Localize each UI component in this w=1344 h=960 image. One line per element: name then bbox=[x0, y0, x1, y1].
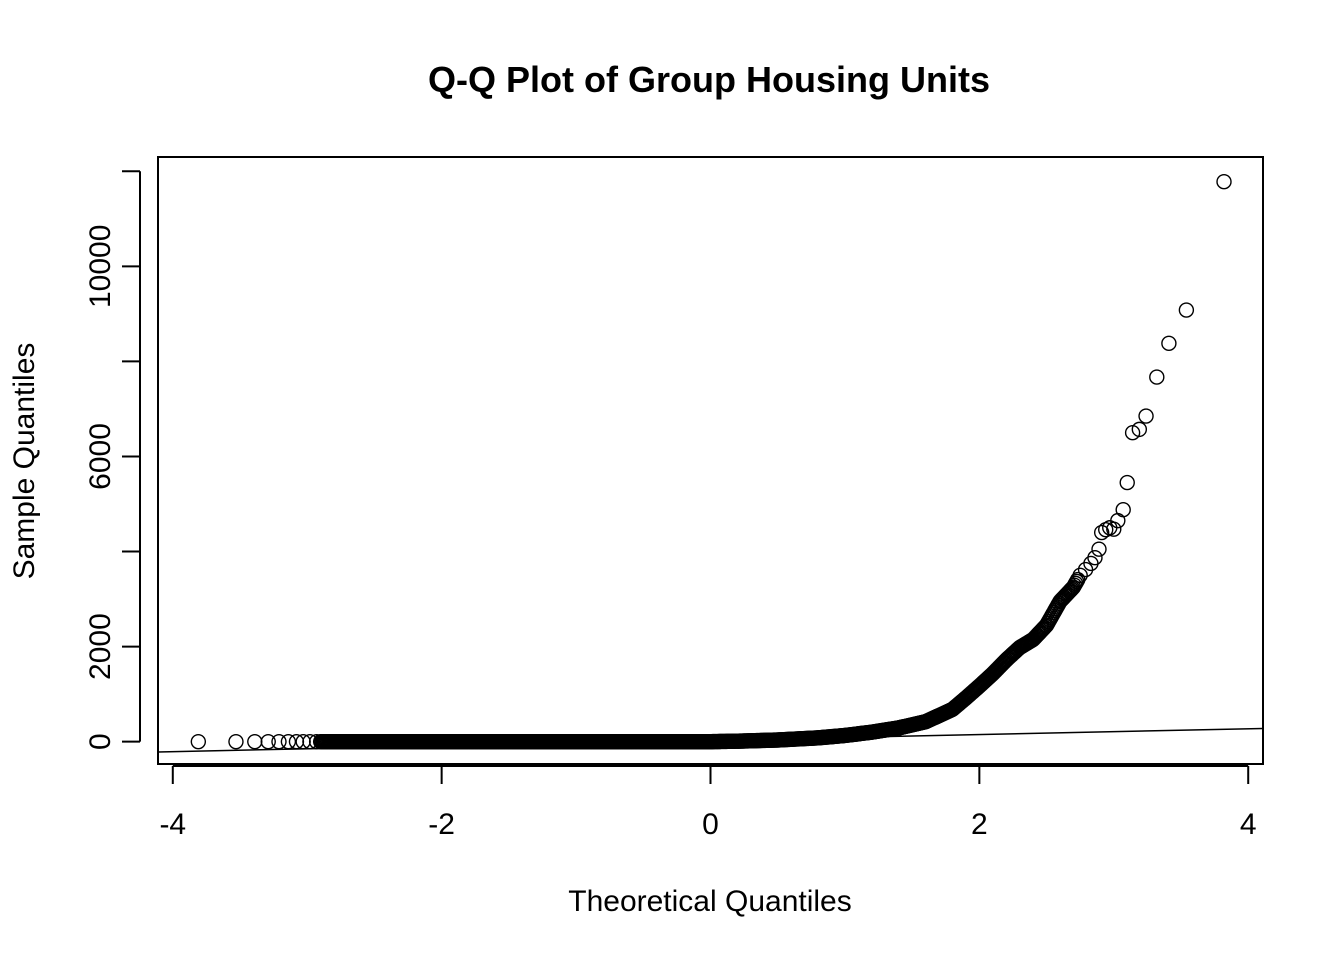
y-tick-label: 0 bbox=[84, 733, 117, 750]
data-point bbox=[1161, 335, 1177, 352]
data-points bbox=[190, 174, 1232, 750]
data-point bbox=[1110, 512, 1126, 529]
data-point bbox=[1067, 575, 1084, 592]
y-tick-label: 6000 bbox=[84, 423, 117, 490]
data-point bbox=[228, 733, 244, 750]
data-point bbox=[1087, 550, 1103, 566]
x-tick-label: 2 bbox=[971, 808, 988, 841]
data-point bbox=[1119, 474, 1135, 491]
x-tick-label: -4 bbox=[159, 808, 186, 841]
data-point bbox=[280, 733, 297, 750]
x-tick-label: 4 bbox=[1240, 808, 1257, 841]
data-point bbox=[190, 733, 207, 750]
data-point bbox=[302, 733, 318, 750]
x-tick-label: 0 bbox=[702, 808, 719, 841]
data-point bbox=[271, 733, 287, 750]
data-point bbox=[1070, 571, 1086, 588]
data-point bbox=[260, 733, 276, 750]
data-point bbox=[1149, 369, 1165, 385]
x-axis-label: Theoretical Quantiles bbox=[568, 885, 851, 918]
data-point bbox=[1091, 541, 1107, 557]
y-tick-label: 10000 bbox=[84, 225, 117, 308]
chart-title: Q-Q Plot of Group Housing Units bbox=[428, 59, 990, 100]
data-point bbox=[1131, 421, 1148, 438]
data-point bbox=[1178, 302, 1195, 318]
data-point bbox=[1093, 524, 1110, 541]
y-axis: 0 2000 6000 10000 bbox=[84, 170, 141, 750]
data-point bbox=[1077, 561, 1094, 578]
y-tick-label: 2000 bbox=[84, 613, 117, 680]
data-point bbox=[247, 733, 263, 750]
y-axis-label: Sample Quantiles bbox=[8, 343, 41, 580]
data-point bbox=[1115, 501, 1131, 518]
data-point bbox=[1072, 567, 1088, 583]
data-point bbox=[1216, 174, 1232, 190]
data-point bbox=[308, 733, 325, 750]
data-point bbox=[1138, 408, 1154, 424]
data-point bbox=[1106, 521, 1122, 537]
x-tick-label: -2 bbox=[428, 808, 455, 841]
plot-frame bbox=[157, 156, 1264, 765]
x-axis: -4 -2 0 2 4 bbox=[159, 765, 1257, 841]
